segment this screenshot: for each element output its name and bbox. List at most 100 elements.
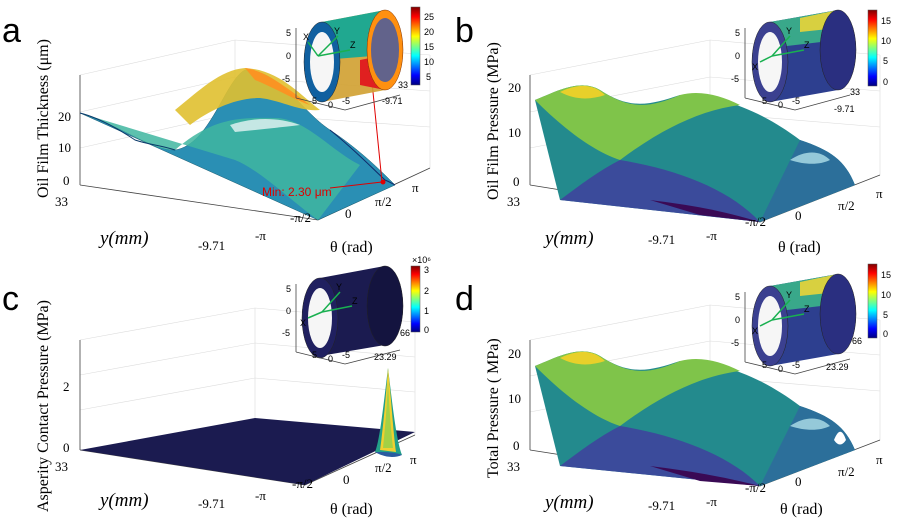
svg-text:-π: -π bbox=[706, 228, 717, 243]
panel-b-inset: X Y Z 5 0 -5 5 0 -5 33 -9.71 bbox=[731, 9, 860, 114]
panel-letter-b: b bbox=[455, 12, 474, 50]
svg-text:0: 0 bbox=[328, 354, 333, 364]
svg-text:33: 33 bbox=[507, 194, 520, 209]
svg-text:Z: Z bbox=[352, 296, 358, 306]
svg-text:X: X bbox=[752, 62, 758, 72]
svg-text:0: 0 bbox=[424, 325, 429, 335]
svg-text:-5: -5 bbox=[792, 360, 800, 370]
svg-text:0: 0 bbox=[513, 174, 520, 189]
svg-text:33: 33 bbox=[507, 459, 520, 474]
svg-text:0: 0 bbox=[328, 100, 333, 110]
svg-text:Y: Y bbox=[336, 282, 342, 292]
svg-text:-5: -5 bbox=[792, 96, 800, 106]
svg-text:20: 20 bbox=[508, 346, 521, 361]
panel-a-x-label: θ (rad) bbox=[330, 239, 373, 256]
panel-a-colorbar: 25 20 15 10 5 bbox=[410, 6, 434, 86]
svg-text:-5: -5 bbox=[731, 74, 739, 84]
panel-c-x-label: θ (rad) bbox=[330, 501, 373, 518]
svg-text:-π: -π bbox=[706, 494, 717, 509]
svg-text:-9.71: -9.71 bbox=[198, 496, 225, 511]
svg-text:20: 20 bbox=[58, 109, 71, 124]
panel-a-y-label: y(mm) bbox=[98, 228, 149, 249]
svg-text:π: π bbox=[410, 452, 417, 467]
panel-b: b 20 10 0 33 -9.71 -π -π/2 0 π/ bbox=[455, 9, 891, 256]
svg-text:-π: -π bbox=[255, 228, 266, 243]
svg-text:10: 10 bbox=[881, 36, 891, 46]
panel-b-z-label: Oil Film Pressure (MPa) bbox=[485, 42, 502, 200]
svg-text:15: 15 bbox=[424, 42, 434, 52]
svg-text:Z: Z bbox=[804, 40, 810, 50]
svg-text:-π: -π bbox=[255, 488, 266, 503]
svg-text:-π/2: -π/2 bbox=[745, 480, 766, 495]
panel-b-x-ticks: -π -π/2 0 π/2 π bbox=[706, 186, 883, 243]
svg-text:-9.71: -9.71 bbox=[648, 232, 675, 247]
svg-text:0: 0 bbox=[63, 440, 70, 455]
svg-text:1: 1 bbox=[424, 306, 429, 316]
svg-text:0: 0 bbox=[735, 51, 740, 61]
panel-d-z-ticks: 20 10 0 bbox=[508, 346, 521, 453]
svg-text:33: 33 bbox=[398, 80, 408, 90]
svg-text:15: 15 bbox=[881, 270, 891, 280]
svg-text:0: 0 bbox=[883, 329, 888, 339]
panel-a-x-ticks: -π -π/2 0 π/2 π bbox=[255, 180, 419, 243]
svg-text:0: 0 bbox=[778, 100, 783, 110]
panel-c-z-label: Asperity Contact Pressure (MPa) bbox=[35, 300, 52, 512]
panel-b-z-ticks: 20 10 0 bbox=[508, 80, 521, 189]
svg-text:π/2: π/2 bbox=[838, 198, 855, 213]
panel-a-surface bbox=[79, 68, 396, 221]
panel-b-y-ticks: 33 -9.71 bbox=[507, 194, 675, 247]
min-thickness-label: Min: 2.30 μm bbox=[262, 185, 332, 199]
panel-d-x-ticks: -π -π/2 0 π/2 π bbox=[706, 452, 883, 509]
svg-text:0: 0 bbox=[795, 474, 802, 489]
svg-text:2: 2 bbox=[63, 379, 70, 394]
svg-text:10: 10 bbox=[58, 140, 71, 155]
svg-text:0: 0 bbox=[513, 438, 520, 453]
svg-text:66: 66 bbox=[852, 336, 862, 346]
panel-c-z-ticks: 2 0 bbox=[63, 379, 70, 455]
panel-d-z-label: Total Pressure ( MPa) bbox=[485, 338, 502, 478]
panel-a-min-annotation: Min: 2.30 μm bbox=[262, 81, 386, 199]
svg-text:0: 0 bbox=[286, 306, 291, 316]
svg-text:Y: Y bbox=[786, 26, 792, 36]
svg-text:X: X bbox=[300, 318, 306, 328]
panel-c: c 2 0 33 -9.71 -π -π/2 0 π/2 π Asper bbox=[2, 255, 431, 518]
svg-text:66: 66 bbox=[400, 328, 410, 338]
panel-d-y-ticks: 33 -9.71 bbox=[507, 459, 675, 513]
panel-b-colorbar: 15 10 5 0 bbox=[867, 9, 891, 87]
svg-text:-5: -5 bbox=[342, 350, 350, 360]
panel-c-y-label: y(mm) bbox=[98, 490, 149, 511]
svg-text:-9.71: -9.71 bbox=[198, 238, 225, 253]
svg-text:Z: Z bbox=[804, 304, 810, 314]
panel-c-colorbar: ×10⁶ 3 2 1 0 bbox=[410, 255, 431, 335]
svg-text:10: 10 bbox=[508, 125, 521, 140]
svg-text:X: X bbox=[303, 32, 309, 42]
svg-text:33: 33 bbox=[55, 459, 68, 474]
svg-text:5: 5 bbox=[762, 96, 767, 106]
svg-text:2: 2 bbox=[424, 286, 429, 296]
svg-text:0: 0 bbox=[343, 472, 350, 487]
panel-c-y-ticks: 33 -9.71 bbox=[55, 459, 225, 511]
svg-text:-5: -5 bbox=[342, 96, 350, 106]
panel-letter-a: a bbox=[2, 12, 21, 50]
svg-text:-5: -5 bbox=[731, 338, 739, 348]
panel-a-z-label: Oil Film Thickness (μm) bbox=[35, 39, 52, 198]
svg-text:X: X bbox=[752, 326, 758, 336]
panel-b-x-label: θ (rad) bbox=[778, 239, 821, 256]
svg-text:0: 0 bbox=[778, 364, 783, 374]
svg-text:5: 5 bbox=[286, 28, 291, 38]
svg-text:π/2: π/2 bbox=[375, 460, 392, 475]
svg-text:5: 5 bbox=[286, 284, 291, 294]
svg-text:23.29: 23.29 bbox=[826, 362, 849, 372]
svg-text:0: 0 bbox=[286, 51, 291, 61]
svg-text:-5: -5 bbox=[282, 74, 290, 84]
svg-text:0: 0 bbox=[345, 206, 352, 221]
panel-c-inset: X Y Z 5 0 -5 5 0 -5 66 23.29 bbox=[282, 265, 410, 365]
panel-letter-d: d bbox=[455, 280, 474, 318]
panel-b-surface bbox=[535, 85, 855, 223]
svg-text:5: 5 bbox=[312, 96, 317, 106]
panel-b-y-label: y(mm) bbox=[543, 228, 594, 249]
svg-text:10: 10 bbox=[424, 57, 434, 67]
panel-d-y-label: y(mm) bbox=[543, 492, 594, 513]
panel-d-colorbar: 15 10 5 0 bbox=[867, 263, 891, 339]
svg-text:-9.71: -9.71 bbox=[834, 104, 855, 114]
